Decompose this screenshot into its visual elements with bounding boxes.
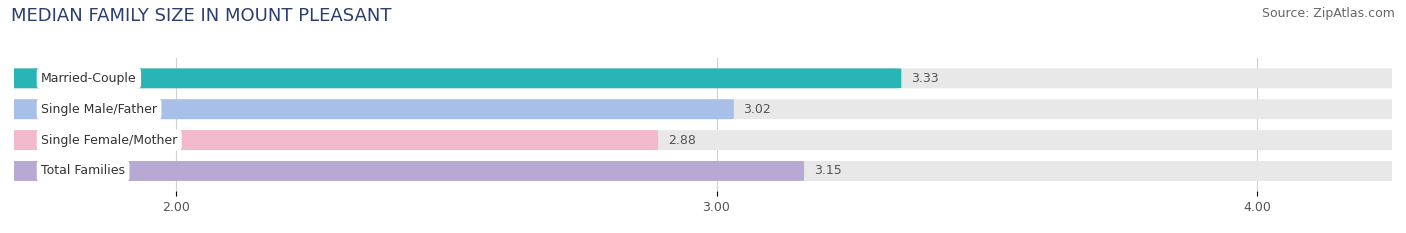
FancyBboxPatch shape	[7, 68, 901, 88]
FancyBboxPatch shape	[7, 99, 734, 119]
FancyBboxPatch shape	[7, 161, 804, 181]
Text: Total Families: Total Families	[41, 164, 125, 178]
Text: Married-Couple: Married-Couple	[41, 72, 136, 85]
Text: 3.33: 3.33	[911, 72, 939, 85]
Text: Single Female/Mother: Single Female/Mother	[41, 134, 177, 147]
FancyBboxPatch shape	[7, 130, 1399, 150]
Text: Single Male/Father: Single Male/Father	[41, 103, 157, 116]
FancyBboxPatch shape	[7, 99, 1399, 119]
Text: Source: ZipAtlas.com: Source: ZipAtlas.com	[1261, 7, 1395, 20]
Text: MEDIAN FAMILY SIZE IN MOUNT PLEASANT: MEDIAN FAMILY SIZE IN MOUNT PLEASANT	[11, 7, 392, 25]
Text: 3.02: 3.02	[744, 103, 772, 116]
Text: 2.88: 2.88	[668, 134, 696, 147]
FancyBboxPatch shape	[7, 130, 658, 150]
FancyBboxPatch shape	[7, 161, 1399, 181]
Text: 3.15: 3.15	[814, 164, 842, 178]
FancyBboxPatch shape	[7, 68, 1399, 88]
